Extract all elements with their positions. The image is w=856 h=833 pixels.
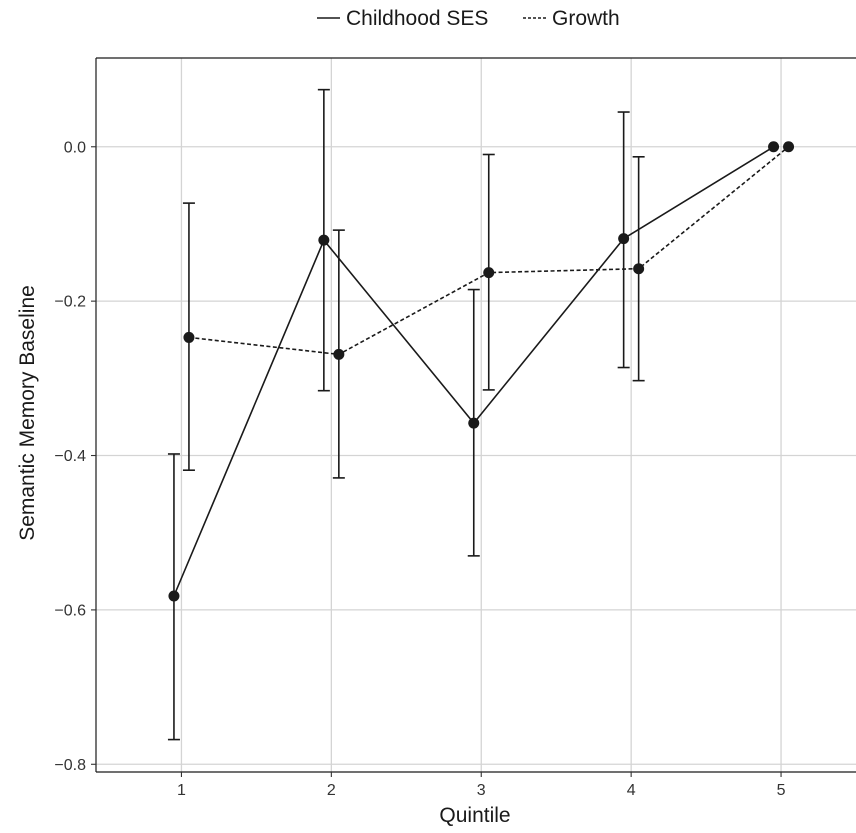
y-axis-title: Semantic Memory Baseline [16,285,39,541]
y-tick-label-3: −0.4 [54,448,86,465]
grid-lines [96,58,856,772]
data-point-childhood-ses-2 [318,234,330,246]
legend-item-childhood-ses: Childhood SES [317,7,488,30]
legend-label-growth: Growth [552,7,620,30]
data-point-childhood-ses-3 [468,417,480,429]
data-point-growth-5 [783,141,795,153]
data-point-growth-3 [483,267,495,279]
data-point-childhood-ses-5 [768,141,780,153]
data-point-growth-4 [633,263,645,275]
x-tick-label-1: 1 [177,782,186,799]
tick-labels: 1 2 3 4 5 −0.8 −0.6 −0.4 −0.2 0.0 [54,139,785,799]
data-point-childhood-ses-4 [618,233,630,245]
x-tick-label-2: 2 [327,782,336,799]
legend-item-growth: Growth [523,7,620,30]
legend-label-childhood-ses: Childhood SES [346,7,488,30]
legend: Childhood SES Growth [317,7,620,30]
y-tick-label-2: −0.6 [54,602,86,619]
x-tick-label-4: 4 [627,782,636,799]
data-point-growth-1 [183,331,195,343]
x-tick-label-3: 3 [477,782,486,799]
data-point-growth-2 [333,348,345,360]
axes [95,57,856,773]
data-points [168,141,795,602]
data-point-childhood-ses-1 [168,590,180,602]
x-axis-title: Quintile [439,804,510,827]
y-tick-label-4: −0.2 [54,294,86,311]
x-tick-label-5: 5 [777,782,786,799]
y-tick-label-5: 0.0 [64,139,86,156]
error-bars [167,88,645,741]
y-tick-label-1: −0.8 [54,757,86,774]
